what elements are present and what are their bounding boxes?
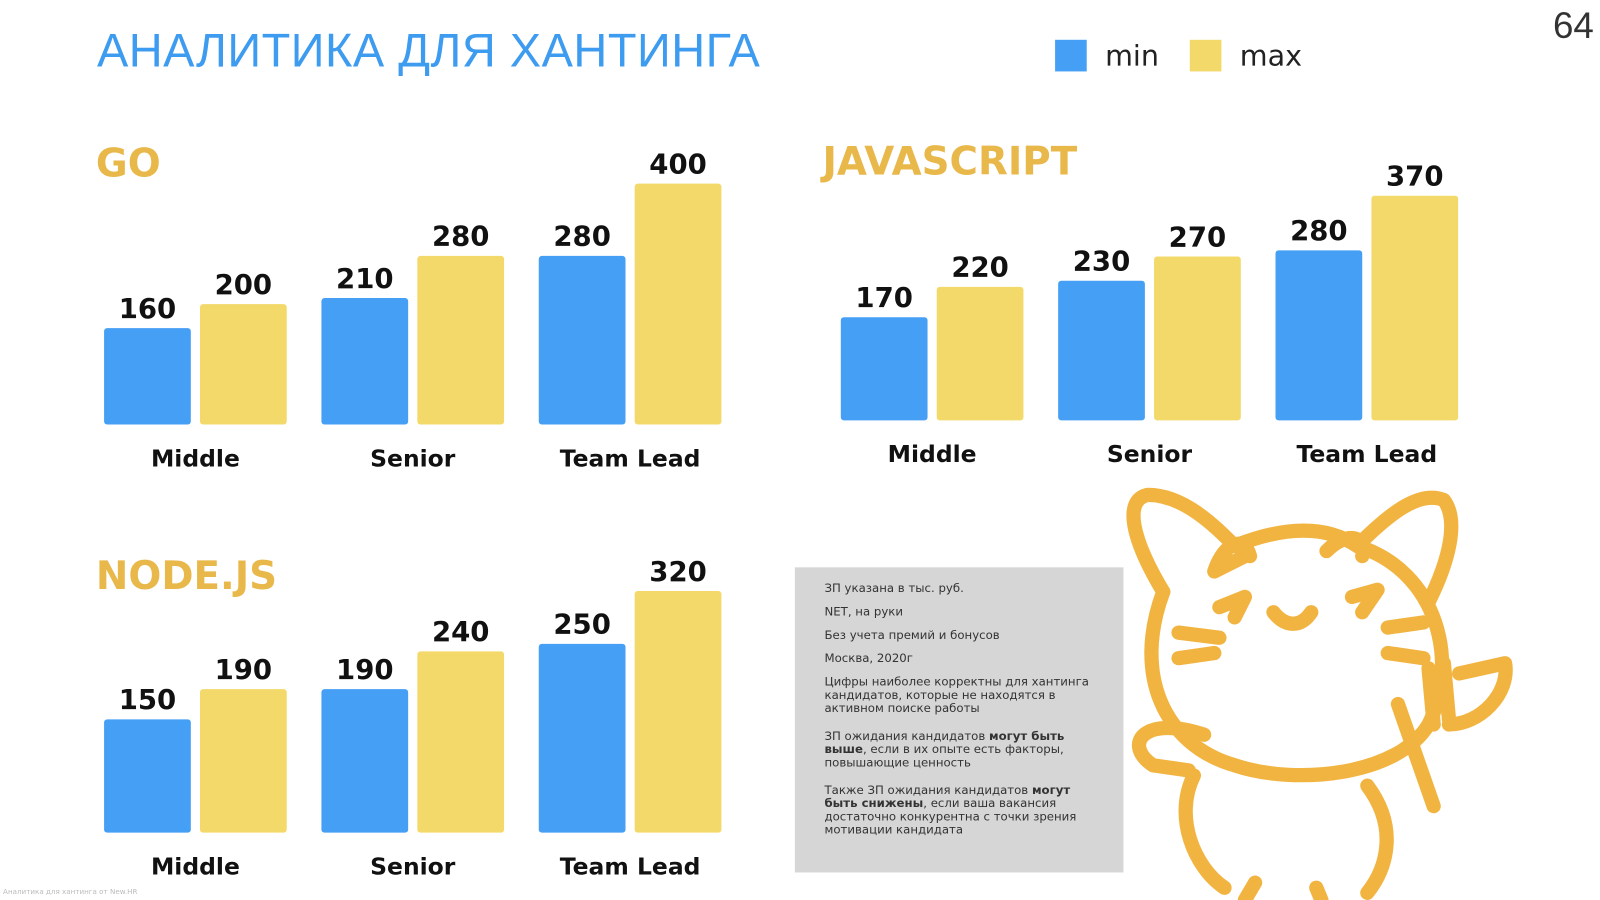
- category-label: Middle: [151, 852, 240, 880]
- note: NET, на руки: [824, 604, 904, 619]
- data-label: 280: [1290, 215, 1348, 247]
- note: Также ЗП ожидания кандидатов могут быть …: [824, 782, 1107, 837]
- data-label: 170: [855, 282, 913, 314]
- bar-max: [417, 255, 505, 425]
- data-label: 270: [1169, 221, 1227, 253]
- category-label: Team Lead: [560, 852, 701, 880]
- bar-max: [936, 286, 1024, 421]
- legend-label: min: [1105, 38, 1159, 73]
- chart-title-javascript: JAVASCRIPT: [822, 138, 1078, 184]
- bar-min: [321, 689, 409, 833]
- note: ЗП ожидания кандидатов могут быть выше, …: [824, 728, 1107, 770]
- data-label: 280: [432, 221, 490, 253]
- data-label: 400: [649, 148, 707, 180]
- data-label: 190: [215, 654, 273, 686]
- note-text: , если в их опыте есть факторы, повышающ…: [824, 741, 1064, 770]
- data-label: 230: [1073, 246, 1131, 278]
- bar-min: [321, 298, 409, 425]
- bar-min: [1058, 280, 1145, 421]
- bar-max: [1154, 256, 1241, 421]
- bar-min: [104, 328, 191, 425]
- bar-max: [1371, 195, 1459, 421]
- legend-min: min: [1055, 38, 1159, 73]
- legend-swatch-max: [1189, 39, 1222, 72]
- note-text: Также ЗП ожидания кандидатов: [824, 782, 1032, 797]
- bar-min: [538, 255, 626, 425]
- data-label: 190: [336, 654, 394, 686]
- cat-mascot-illustration: [1126, 487, 1513, 900]
- data-label: 240: [432, 616, 490, 648]
- legend-max: max: [1189, 38, 1303, 73]
- category-label: Team Lead: [560, 444, 701, 472]
- data-label: 160: [119, 293, 177, 325]
- chart-title-nodejs: NODE.JS: [95, 553, 278, 598]
- data-label: 200: [215, 269, 273, 301]
- data-label: 220: [951, 252, 1009, 284]
- category-label: Middle: [151, 444, 240, 472]
- note: Москва, 2020г: [824, 651, 913, 666]
- category-label: Middle: [888, 440, 977, 468]
- data-label: 370: [1386, 161, 1444, 193]
- bar-min: [538, 643, 626, 833]
- note-text: ЗП ожидания кандидатов: [824, 728, 989, 743]
- bar-max: [199, 689, 287, 833]
- bar-max: [634, 591, 722, 833]
- category-label: Senior: [370, 444, 456, 472]
- note-bold: могут быть снижены: [824, 782, 1071, 811]
- note-bold: могут быть выше: [824, 728, 1065, 757]
- note-text: , если ваша вакансия достаточно конкурен…: [824, 795, 1077, 837]
- bar-max: [417, 651, 505, 833]
- bar-max: [634, 183, 722, 425]
- data-label: 250: [553, 609, 611, 641]
- note: Без учета премий и бонусов: [824, 627, 1000, 642]
- legend-swatch-min: [1055, 39, 1087, 72]
- notes-box: ЗП указана в тыс. руб. NET, на руки Без …: [794, 567, 1124, 873]
- chart-title-go: GO: [95, 140, 161, 186]
- bar-min: [1275, 250, 1363, 421]
- category-label: Senior: [370, 852, 456, 880]
- data-label: 150: [119, 684, 177, 716]
- note: Цифры наиболее корректны для хантинга ка…: [824, 674, 1089, 716]
- data-label: 210: [336, 263, 394, 295]
- footer: Аналитика для хантинга от New.HR: [3, 887, 138, 896]
- legend-label: max: [1239, 38, 1303, 73]
- bar-min: [104, 719, 191, 833]
- page-number: 64: [1553, 4, 1594, 46]
- bar-min: [840, 317, 928, 421]
- note: ЗП указана в тыс. руб.: [824, 580, 964, 595]
- data-label: 320: [649, 556, 707, 588]
- category-label: Senior: [1107, 440, 1193, 468]
- category-label: Team Lead: [1296, 440, 1437, 468]
- data-label: 280: [553, 221, 611, 253]
- page-title: АНАЛИТИКА ДЛЯ ХАНТИНГА: [96, 23, 761, 77]
- bar-max: [199, 304, 287, 425]
